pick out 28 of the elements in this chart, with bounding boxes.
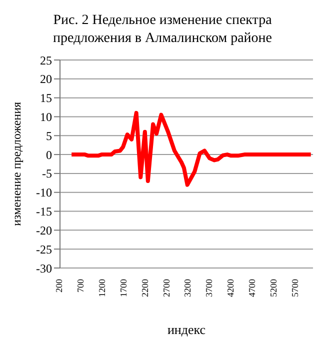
x-tick-label: 1200 bbox=[96, 278, 107, 297]
y-tick-label: -30 bbox=[36, 261, 52, 276]
y-tick-label: -5 bbox=[42, 166, 52, 181]
y-tick-label: 0 bbox=[46, 148, 52, 162]
x-tick-label: 200 bbox=[54, 278, 64, 292]
y-tick-label: -15 bbox=[36, 204, 52, 219]
x-tick-label: 4200 bbox=[226, 278, 236, 297]
y-tick-label: 5 bbox=[46, 128, 52, 143]
chart-title: Рис. 2 Недельное изменение спектра предложения в Алмалинском районе bbox=[52, 12, 273, 48]
x-tick-label: 4700 bbox=[247, 278, 258, 297]
y-tick-label: 25 bbox=[40, 53, 52, 68]
x-tick-label: 700 bbox=[76, 278, 86, 292]
x-tick-label: 5700 bbox=[290, 278, 300, 297]
x-tick-label: 3200 bbox=[182, 278, 193, 297]
y-tick-label: -25 bbox=[36, 242, 52, 256]
x-tick-label: 5200 bbox=[268, 278, 278, 297]
y-tick-label: 10 bbox=[40, 110, 52, 124]
x-tick-label: 1700 bbox=[118, 278, 128, 297]
y-axis-title: изменение предложения bbox=[9, 102, 24, 226]
x-tick-label: 2200 bbox=[140, 278, 150, 297]
line-series bbox=[70, 110, 313, 187]
y-tick-label: -10 bbox=[36, 186, 52, 200]
y-tick-label: 15 bbox=[40, 91, 52, 106]
x-tick-label: 3700 bbox=[204, 278, 214, 297]
x-tick-label: 2700 bbox=[161, 278, 172, 297]
x-axis-title: индекс bbox=[167, 322, 206, 337]
y-tick-label: 20 bbox=[40, 72, 52, 86]
y-tick-label: -20 bbox=[36, 223, 52, 238]
